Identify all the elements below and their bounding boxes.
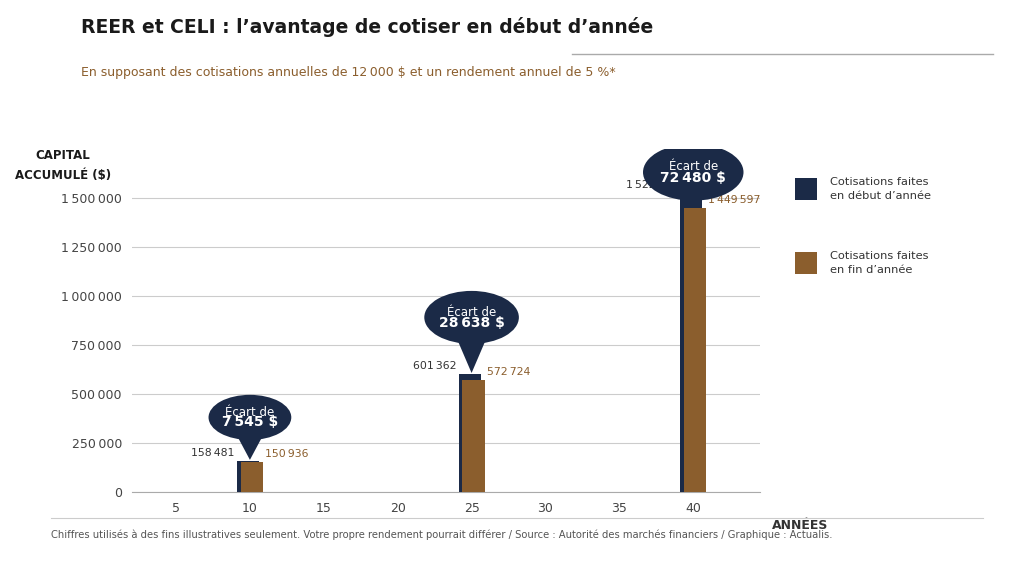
Ellipse shape [643, 144, 744, 201]
Text: Écart de: Écart de [225, 406, 275, 419]
Bar [237, 461, 259, 492]
Text: 1 449 597: 1 449 597 [708, 194, 761, 205]
Polygon shape [237, 436, 262, 460]
Text: REER et CELI : l’avantage de cotiser en début d’année: REER et CELI : l’avantage de cotiser en … [81, 17, 653, 37]
Text: ANNÉES: ANNÉES [772, 519, 829, 533]
Text: Cotisations faites
en fin d’année: Cotisations faites en fin d’année [830, 251, 928, 275]
Text: 1 522 077: 1 522 077 [626, 181, 678, 190]
Text: ACCUMULÉ ($): ACCUMULÉ ($) [14, 169, 110, 182]
Text: 601 362: 601 362 [413, 361, 457, 371]
Ellipse shape [209, 395, 292, 440]
Bar [459, 374, 481, 492]
Bar [681, 193, 702, 492]
Text: Cotisations faites
en début d’année: Cotisations faites en début d’année [830, 177, 931, 201]
Text: 28 638 $: 28 638 $ [439, 316, 504, 329]
Text: CAPITAL: CAPITAL [35, 149, 90, 162]
Text: 72 480 $: 72 480 $ [660, 171, 726, 185]
Text: Écart de: Écart de [447, 305, 496, 319]
Polygon shape [678, 192, 708, 196]
Text: En supposant des cotisations annuelles de 12 000 $ et un rendement annuel de 5 %: En supposant des cotisations annuelles d… [81, 66, 616, 79]
Ellipse shape [424, 291, 519, 344]
Text: 150 936: 150 936 [265, 450, 309, 459]
Text: 572 724: 572 724 [486, 367, 530, 376]
Polygon shape [458, 340, 486, 373]
Bar [241, 462, 262, 492]
Text: 7 545 $: 7 545 $ [222, 415, 278, 429]
Bar [462, 380, 484, 492]
Text: 158 481: 158 481 [191, 448, 235, 458]
Bar [684, 208, 706, 492]
Text: Écart de: Écart de [669, 160, 718, 173]
Text: Chiffres utilisés à des fins illustratives seulement. Votre propre rendement pou: Chiffres utilisés à des fins illustrativ… [51, 529, 832, 539]
